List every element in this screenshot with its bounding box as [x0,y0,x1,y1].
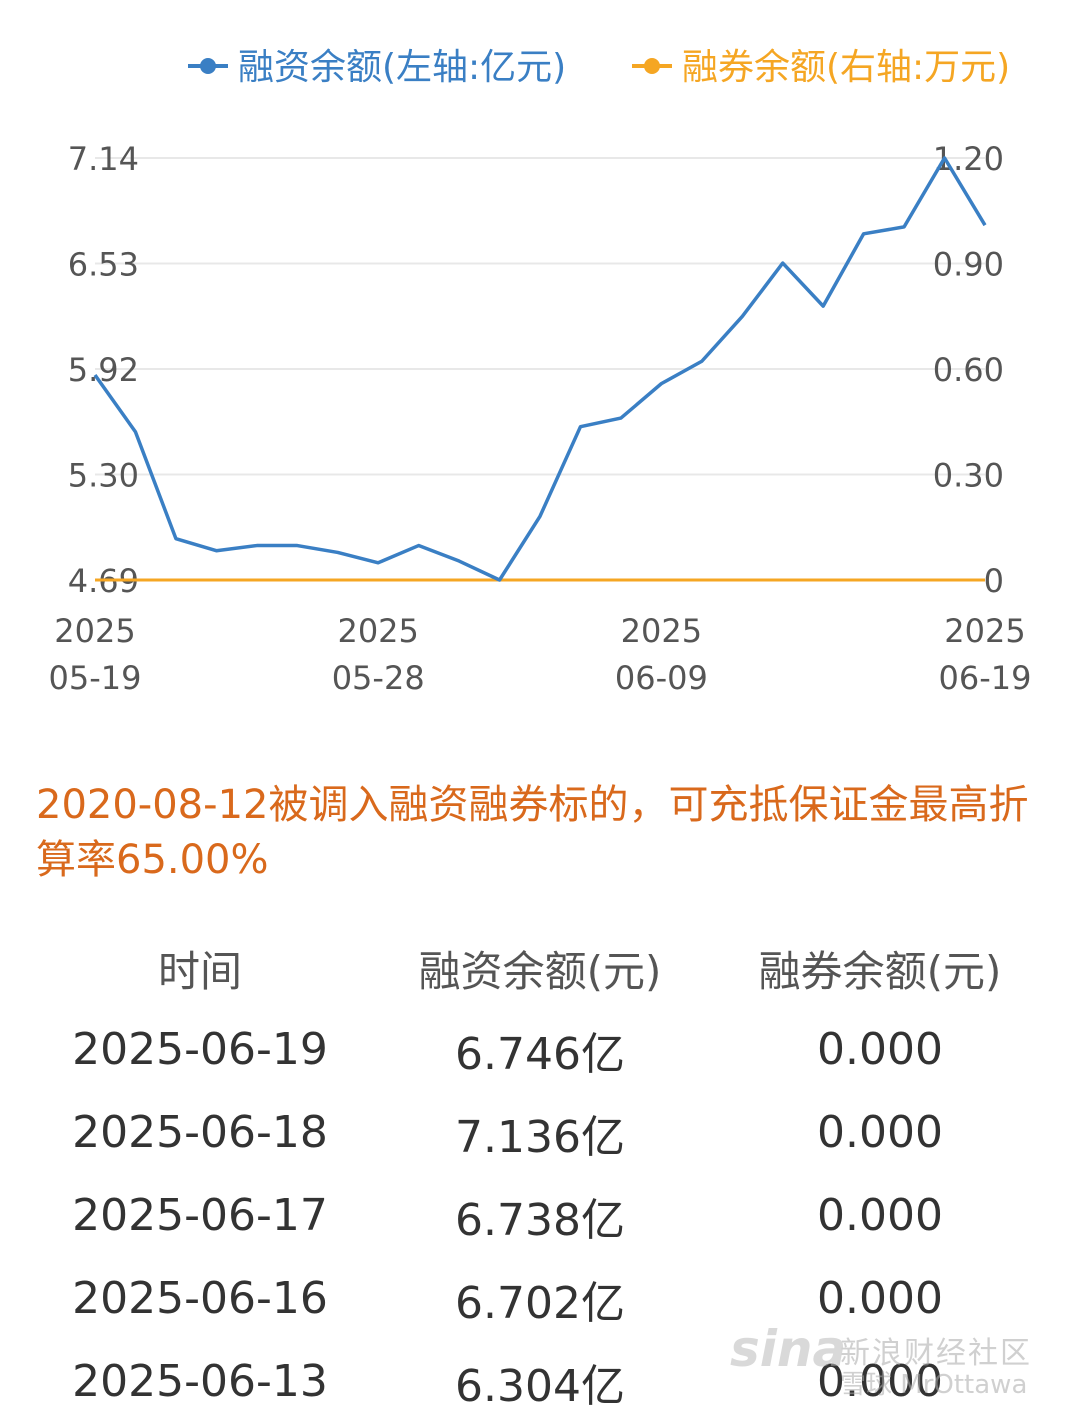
table-row[interactable]: 2025-06-16 6.702亿 0.000 [30,1257,1050,1340]
legend-label: 融资余额(左轴:亿元) [238,47,566,88]
table-header-row: 时间 融资余额(元) 融券余额(元) [30,928,1050,1008]
x-tick-date: 06-19 [939,659,1032,697]
y-left-tick-label: 7.14 [68,140,139,178]
legend-swatch-dot [200,58,216,74]
row-financing: 6.702亿 [455,1277,625,1329]
table-row[interactable]: 2025-06-17 6.738亿 0.000 [30,1174,1050,1257]
margin-note: 2020-08-12被调入融资融券标的，可充抵保证金最高折算率65.00% [36,782,1029,883]
y-right-tick-label: 0 [984,562,1004,600]
row-date: 2025-06-13 [72,1356,328,1407]
table-row[interactable]: 2025-06-13 6.304亿 0.000 [30,1340,1050,1423]
chart-legend: 融资余额(左轴:亿元) 融券余额(右轴:万元) [188,47,1010,88]
x-tick-date: 06-09 [615,659,708,697]
y-left-tick-label: 5.92 [68,351,139,389]
legend-swatch-dot [644,58,660,74]
y-axis-right: 1.200.900.600.300 [933,140,1004,600]
y-right-tick-label: 0.30 [933,457,1004,495]
header-financing: 融资余额(元) [418,946,662,996]
y-axis-left: 7.146.535.925.304.69 [68,140,139,600]
row-financing: 6.746亿 [455,1028,625,1080]
row-date: 2025-06-16 [72,1273,328,1324]
row-date: 2025-06-19 [72,1024,328,1075]
x-axis: 2025 05-19 2025 05-28 2025 06-09 2025 06-19 [49,612,1032,697]
x-tick-year: 2025 [944,612,1025,650]
row-financing: 6.304亿 [455,1360,625,1412]
y-left-tick-label: 5.30 [68,457,139,495]
x-tick-year: 2025 [621,612,702,650]
legend-label: 融券余额(右轴:万元) [682,47,1010,88]
row-date: 2025-06-17 [72,1190,328,1241]
row-financing: 6.738亿 [455,1194,625,1246]
table-row[interactable]: 2025-06-19 6.746亿 0.000 [30,1008,1050,1091]
y-right-tick-label: 0.60 [933,351,1004,389]
chart-grid [95,157,985,476]
row-securities: 0.000 [817,1356,943,1407]
margin-table: 时间 融资余额(元) 融券余额(元) 2025-06-19 6.746亿 0.0… [30,928,1050,1423]
header-securities: 融券余额(元) [758,946,1002,996]
x-tick-date: 05-19 [49,659,142,697]
row-securities: 0.000 [817,1273,943,1324]
x-tick-year: 2025 [337,612,418,650]
table-row[interactable]: 2025-06-18 7.136亿 0.000 [30,1091,1050,1174]
row-securities: 0.000 [817,1190,943,1241]
x-tick-year: 2025 [54,612,135,650]
row-securities: 0.000 [817,1024,943,1075]
row-financing: 7.136亿 [455,1111,625,1163]
financing-balance-line [93,156,987,582]
row-securities: 0.000 [817,1107,943,1158]
header-time: 时间 [157,946,242,996]
y-left-tick-label: 6.53 [68,246,139,284]
x-tick-date: 05-28 [332,659,425,697]
row-date: 2025-06-18 [72,1107,328,1158]
y-right-tick-label: 0.90 [933,246,1004,284]
margin-balance-chart: 融资余额(左轴:亿元) 融券余额(右轴:万元) 7.146.535.925.304… [49,47,1032,697]
chart-series [93,156,987,582]
